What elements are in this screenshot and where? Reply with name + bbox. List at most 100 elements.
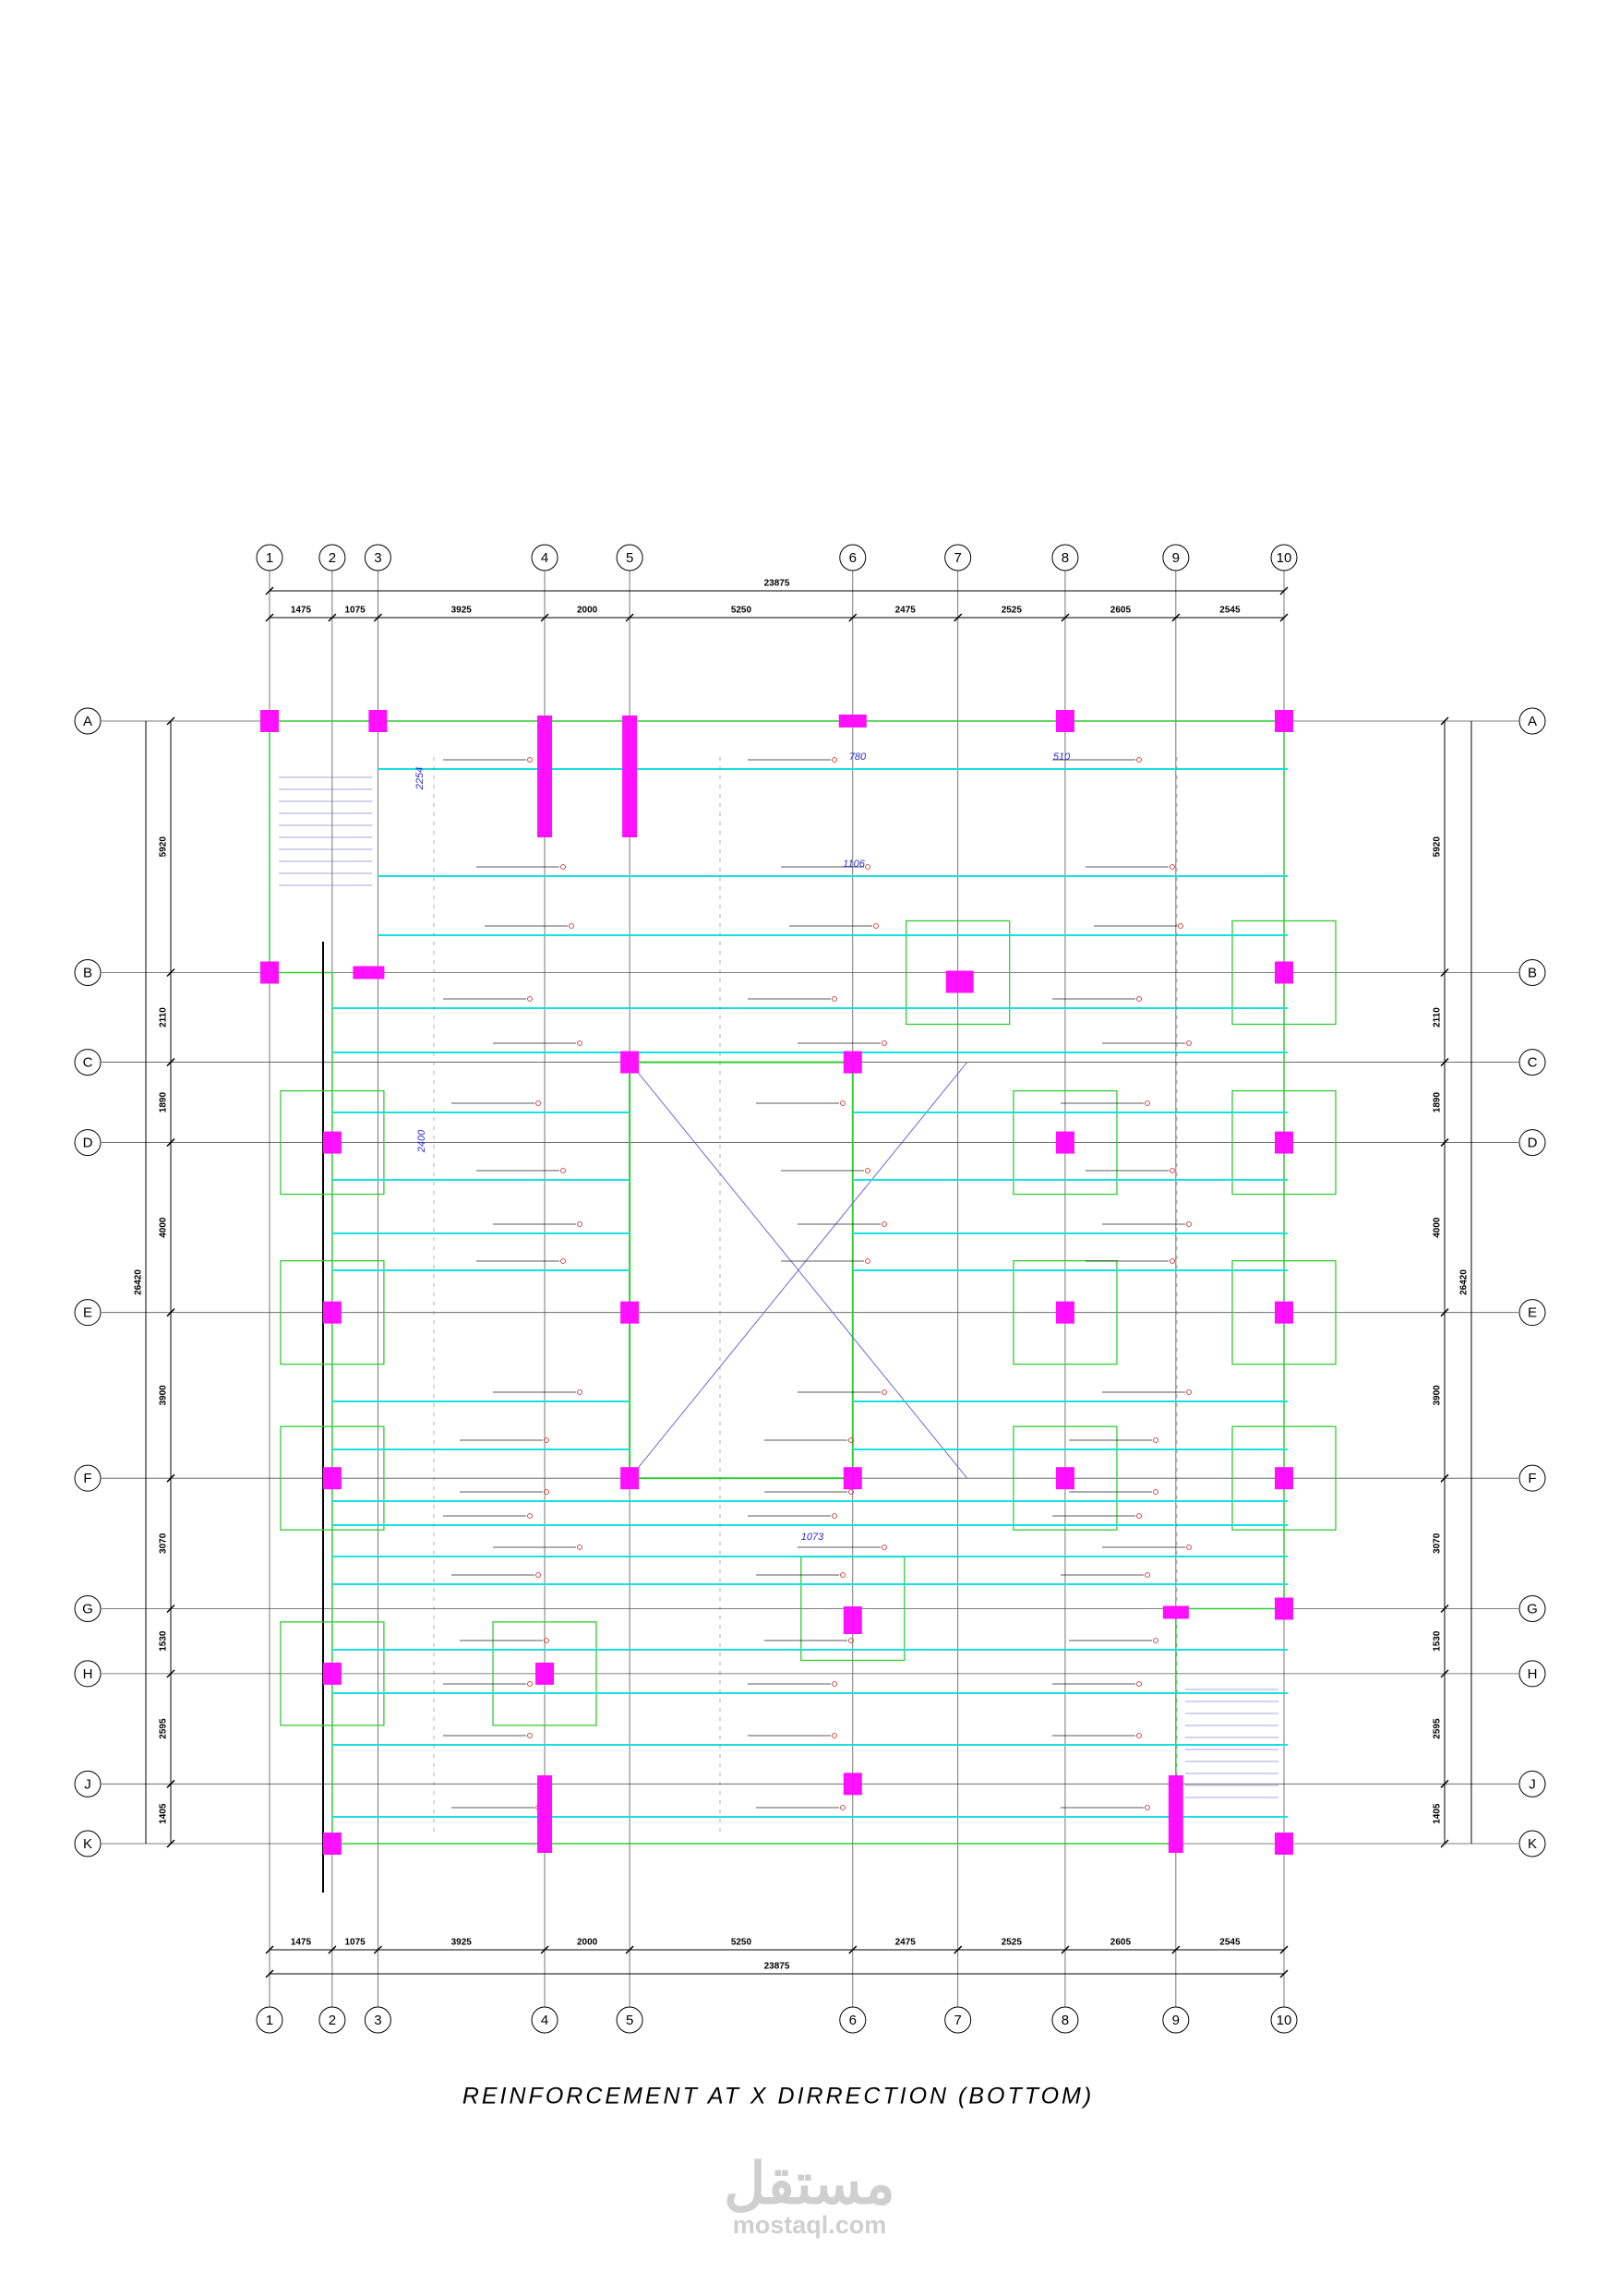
- column: [1275, 1467, 1293, 1490]
- rebar-tag: [1186, 1545, 1192, 1550]
- dim-label: 5250: [731, 1938, 752, 1948]
- dim-tick: [166, 1308, 175, 1317]
- rebar-tag: [1153, 1489, 1158, 1495]
- grid-label: F: [83, 1471, 91, 1486]
- dim-label: 2545: [1219, 1938, 1241, 1948]
- dim-tick: [265, 1945, 274, 1954]
- grid-bubble: [74, 1299, 102, 1327]
- dim-label: 2525: [1002, 606, 1023, 616]
- column: [535, 1662, 555, 1685]
- grid-bubble: [74, 1830, 102, 1857]
- grid-label: 3: [374, 2013, 381, 2028]
- rebar-tag: [1170, 1168, 1175, 1173]
- rebar-tag: [535, 1100, 541, 1106]
- dim-label: 1405: [1433, 1803, 1443, 1824]
- dim-label: 5920: [159, 836, 169, 858]
- column: [843, 1467, 862, 1490]
- dim-label: 2000: [577, 606, 598, 616]
- column: [322, 1131, 342, 1154]
- dim-tick: [166, 1473, 175, 1483]
- grid-bubble: [1051, 544, 1079, 571]
- grid-label: 2: [329, 550, 336, 566]
- rebar-tag: [527, 757, 533, 763]
- dim-tick: [265, 613, 274, 622]
- rebar-tag: [1136, 1733, 1142, 1738]
- dim-label: 5250: [731, 606, 752, 616]
- dim-label: 2000: [577, 1938, 598, 1948]
- dim-label: 3070: [159, 1533, 169, 1554]
- dim-tick: [166, 1779, 175, 1788]
- dim-tick: [848, 613, 858, 622]
- grid-bubble: [256, 2006, 283, 2034]
- dim-label: 3900: [159, 1385, 169, 1406]
- dim-tick: [625, 613, 634, 622]
- grid-label: 1: [266, 2013, 273, 2028]
- grid-bubble: [74, 1049, 102, 1076]
- rebar-tag: [544, 1489, 549, 1495]
- dim-tick: [1171, 1945, 1181, 1954]
- drop-panel: [1231, 920, 1337, 1026]
- drop-panel: [1231, 1089, 1337, 1196]
- rebar-tag: [577, 1389, 582, 1395]
- grid-label: 7: [954, 550, 962, 566]
- rebar-tag: [865, 864, 870, 870]
- rebar-tag: [1186, 1389, 1192, 1395]
- dim-tick: [166, 968, 175, 978]
- column: [843, 1606, 862, 1634]
- dim-label: 1890: [1433, 1092, 1443, 1113]
- rebar-tag: [865, 1168, 870, 1173]
- grid-label: H: [83, 1666, 93, 1682]
- dim-label: 1475: [291, 1938, 312, 1948]
- dim-label: 1405: [159, 1803, 169, 1824]
- dim-tick: [265, 1969, 274, 1978]
- dim-tick: [1440, 1473, 1449, 1483]
- dim-label: 3070: [1433, 1533, 1443, 1554]
- dim-tick: [540, 613, 549, 622]
- rebar-tag: [1170, 864, 1175, 870]
- column: [1055, 1467, 1074, 1490]
- grid-label: B: [83, 965, 92, 980]
- void-diagonal: [629, 1062, 968, 1479]
- dim-tick: [1440, 716, 1449, 726]
- dimension-annotation: 510: [1053, 751, 1071, 763]
- grid-bubble: [1518, 1830, 1546, 1857]
- grid-bubble: [1162, 2006, 1190, 2034]
- dim-tick: [373, 1945, 382, 1954]
- dimension-annotation: 1106: [843, 859, 866, 870]
- dim-label: 2525: [1002, 1938, 1023, 1948]
- dim-tick: [954, 1945, 963, 1954]
- dim-tick: [954, 613, 963, 622]
- grid-label: F: [1528, 1471, 1536, 1486]
- watermark-site: mostaql.com: [733, 2211, 887, 2239]
- dim-total: 26420: [1459, 1269, 1470, 1295]
- dim-total: 23875: [764, 579, 790, 589]
- grid-label: H: [1528, 1666, 1538, 1682]
- rebar-tag: [1170, 1258, 1175, 1264]
- grid-label: 4: [541, 550, 548, 566]
- drop-panel: [1231, 1260, 1337, 1365]
- rebar-tag: [1186, 1040, 1192, 1046]
- dim-tick: [265, 586, 274, 595]
- rebar-tag: [527, 996, 533, 1002]
- grid-label: J: [1529, 1776, 1536, 1792]
- grid-bubble: [1162, 544, 1190, 571]
- column: [322, 1301, 342, 1324]
- rebar-tag: [527, 1513, 533, 1519]
- rebar-tag: [832, 757, 837, 763]
- dim-tick: [166, 1839, 175, 1848]
- drop-panel: [492, 1621, 597, 1726]
- grid-label: A: [1528, 714, 1537, 729]
- dim-total: 26420: [134, 1269, 144, 1295]
- column: [1275, 961, 1293, 984]
- column: [1162, 1605, 1189, 1619]
- dim-tick: [625, 1945, 634, 1954]
- grid-bubble: [74, 1660, 102, 1688]
- grid-label: K: [83, 1836, 92, 1852]
- dim-label: 1530: [159, 1630, 169, 1652]
- drop-panel: [280, 1621, 385, 1726]
- grid-label: E: [1528, 1305, 1537, 1321]
- dim-tick: [328, 613, 337, 622]
- dim-label: 2595: [159, 1718, 169, 1739]
- dim-label: 5920: [1433, 836, 1443, 858]
